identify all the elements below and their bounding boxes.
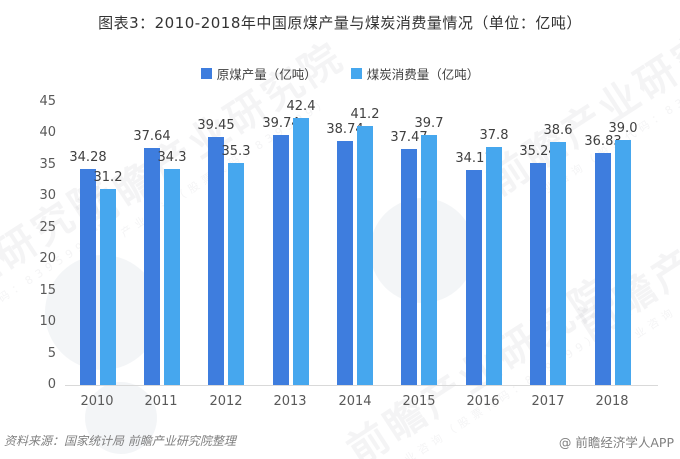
legend-item-consumption: 煤炭消费量（亿吨） [350,64,480,83]
y-tick-label: 5 [47,346,56,361]
x-tick-label-2012: 2012 [209,394,243,409]
bar-consumption-2012 [228,163,244,385]
bar-consumption-2010 [100,189,116,385]
value-label-production-2018: 36.83 [584,134,622,149]
x-tick-label-2015: 2015 [402,394,436,409]
legend-swatch-production [200,68,212,79]
y-tick-label: 0 [47,377,56,392]
bar-consumption-2015 [421,135,437,385]
x-tick-label-2017: 2017 [531,394,565,409]
bar-consumption-2013 [293,118,309,385]
y-tick-label: 15 [39,283,56,298]
value-label-production-2016: 34.11 [455,151,493,166]
y-tick-label: 20 [39,251,56,266]
bar-production-2017 [530,163,546,385]
y-tick-label: 45 [39,94,56,109]
y-tick-label: 10 [39,314,56,329]
x-tick-label-2013: 2013 [273,394,307,409]
source-note: 资料来源：国家统计局 前瞻产业研究院整理 [4,434,236,448]
value-label-consumption-2013: 42.4 [286,99,316,114]
x-tick-label-2018: 2018 [595,394,629,409]
bar-consumption-2011 [164,169,180,385]
value-label-consumption-2012: 35.3 [221,144,251,159]
value-label-production-2012: 39.45 [197,118,235,133]
value-label-production-2011: 37.64 [133,129,171,144]
x-tick-label-2011: 2011 [144,394,178,409]
x-axis-line [65,385,658,386]
value-label-consumption-2016: 37.8 [479,128,509,143]
value-label-consumption-2010: 31.2 [93,170,123,185]
value-label-consumption-2014: 41.2 [350,107,380,122]
credit-note: @ 前瞻经济学人APP [558,435,674,450]
y-tick-label: 40 [39,125,56,140]
bar-production-2010 [80,169,96,385]
legend-label-production: 原煤产量（亿吨） [216,67,317,82]
value-label-production-2014: 38.74 [326,122,364,137]
x-tick-label-2010: 2010 [80,394,114,409]
value-label-production-2015: 37.47 [390,130,428,145]
value-label-consumption-2015: 39.7 [414,116,444,131]
bar-production-2015 [401,149,417,385]
bar-consumption-2014 [357,126,373,385]
bar-production-2013 [273,135,289,385]
value-label-production-2013: 39.74 [262,116,300,131]
legend-item-production: 原煤产量（亿吨） [200,64,317,83]
bar-consumption-2017 [550,142,566,385]
bar-consumption-2016 [486,147,502,385]
legend-label-consumption: 煤炭消费量（亿吨） [366,67,480,82]
bar-consumption-2018 [615,140,631,385]
value-label-consumption-2011: 34.3 [157,150,187,165]
y-tick-label: 25 [39,220,56,235]
bar-production-2018 [595,153,611,385]
value-label-consumption-2018: 39.0 [608,121,638,136]
value-label-consumption-2017: 38.6 [543,123,573,138]
x-tick-label-2016: 2016 [466,394,500,409]
value-label-production-2017: 35.24 [519,144,557,159]
chart-title: 图表3：2010-2018年中国原煤产量与煤炭消费量情况（单位：亿吨） [98,14,582,32]
bar-production-2016 [466,170,482,385]
x-tick-label-2014: 2014 [338,394,372,409]
bar-production-2011 [144,148,160,385]
y-tick-label: 35 [39,157,56,172]
value-label-production-2010: 34.28 [69,150,107,165]
legend-swatch-consumption [350,68,362,79]
bar-production-2012 [208,137,224,385]
bar-production-2014 [337,141,353,385]
y-tick-label: 30 [39,188,56,203]
legend: 原煤产量（亿吨） 煤炭消费量（亿吨） [0,64,680,83]
